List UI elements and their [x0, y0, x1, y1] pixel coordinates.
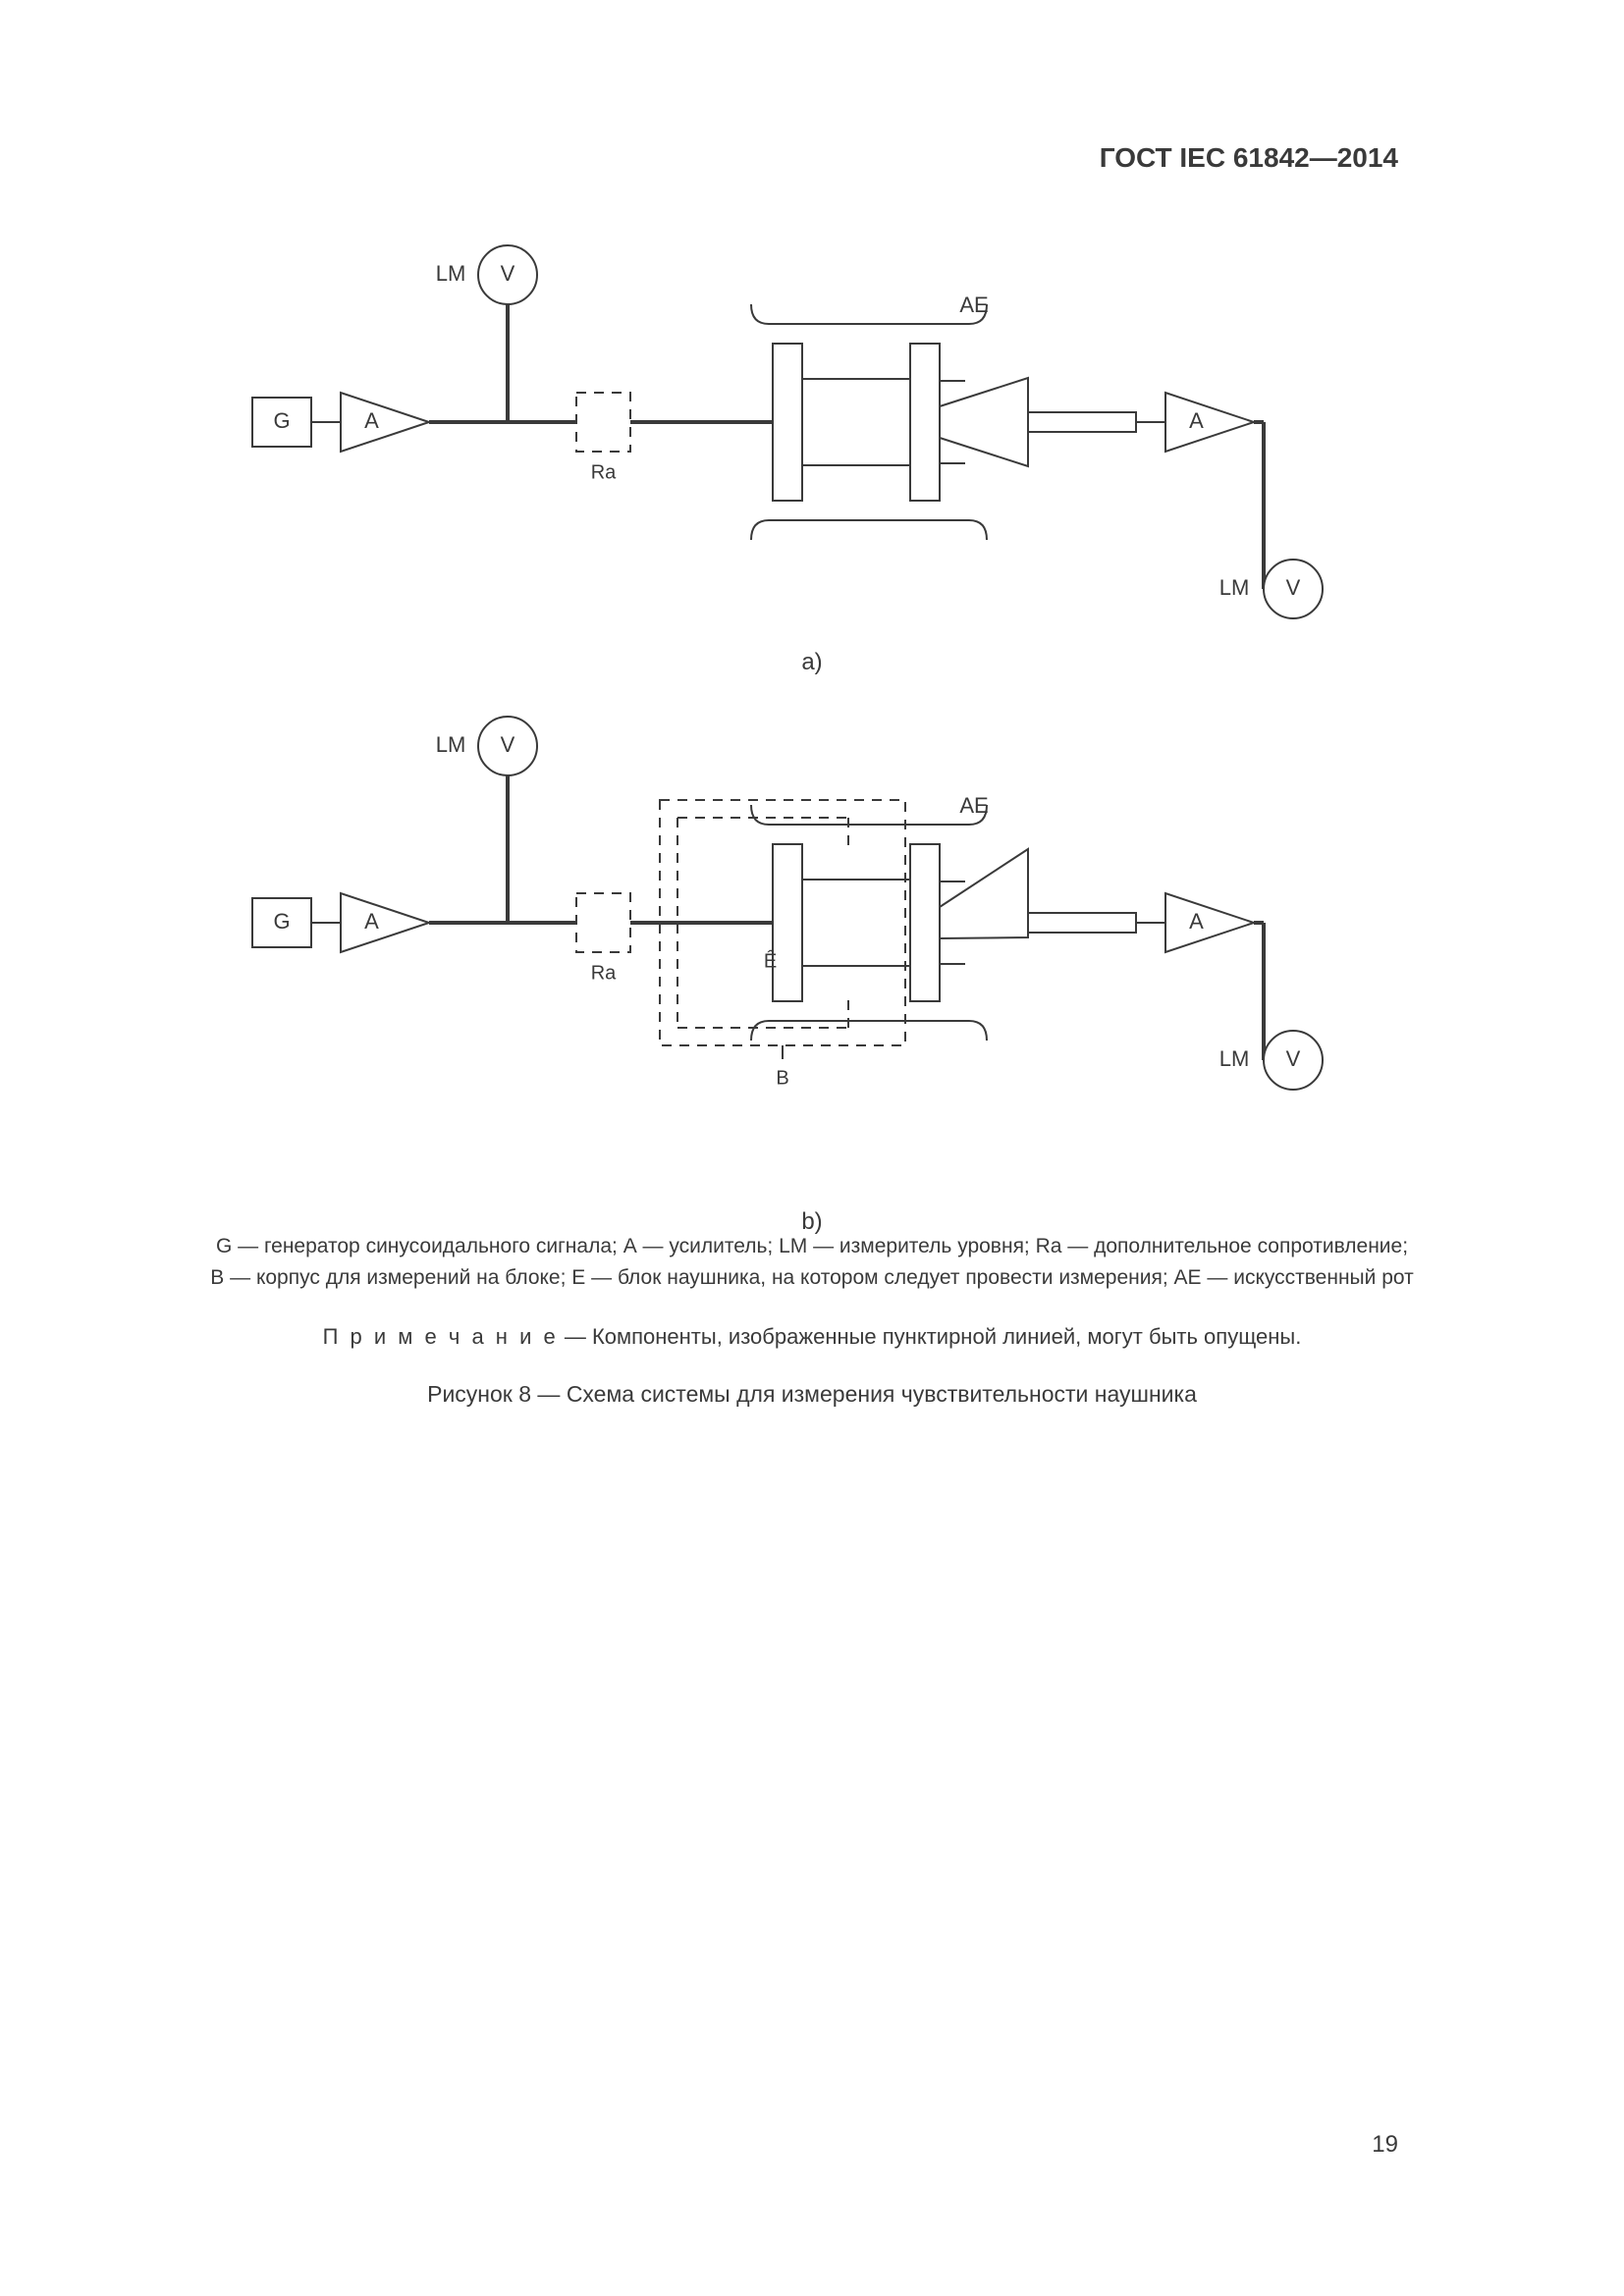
svg-text:V: V	[501, 261, 515, 286]
figure-a-container: G A V LM Ra AE A V LM a)	[0, 216, 1624, 676]
svg-text:Ra: Ra	[591, 461, 617, 483]
diagram-a: G A V LM Ra AE A V LM	[223, 216, 1401, 638]
svg-text:A: A	[1189, 909, 1204, 934]
svg-text:B: B	[776, 1067, 788, 1089]
legend-block: G — генератор синусоидального сигнала; А…	[0, 1232, 1624, 1411]
svg-text:G: G	[273, 408, 290, 433]
svg-text:AE: AE	[959, 293, 988, 317]
svg-text:V: V	[501, 732, 515, 757]
svg-text:Ra: Ra	[591, 962, 617, 984]
svg-text:A: A	[364, 909, 379, 934]
note-line: П р и м е ч а н и е — Компоненты, изобра…	[0, 1321, 1624, 1353]
note-prefix: П р и м е ч а н и е	[323, 1324, 559, 1349]
svg-text:A: A	[364, 408, 379, 433]
page-header: ГОСТ IEC 61842—2014	[1100, 142, 1398, 174]
figure-a-caption: a)	[0, 649, 1624, 676]
svg-text:LM: LM	[1219, 575, 1250, 600]
legend-line-2: В — корпус для измерений на блоке; Е — б…	[0, 1263, 1624, 1293]
page-number: 19	[1372, 2131, 1398, 2159]
svg-text:LM: LM	[436, 732, 466, 757]
diagram-b: G A V LM Ra AE A V LM B Ê	[223, 687, 1401, 1198]
legend-line-1: G — генератор синусоидального сигнала; А…	[0, 1232, 1624, 1261]
svg-text:LM: LM	[1219, 1046, 1250, 1071]
figure-caption: Рисунок 8 — Схема системы для измерения …	[0, 1378, 1624, 1411]
svg-text:LM: LM	[436, 261, 466, 286]
svg-text:AE: AE	[959, 793, 988, 818]
svg-text:V: V	[1286, 1046, 1301, 1071]
svg-text:Ê: Ê	[764, 949, 777, 972]
figure-b-container: GAVLMRaAEAVLMBÊ b)	[0, 687, 1624, 1236]
note-text: Компоненты, изображенные пунктирной лини…	[592, 1324, 1301, 1349]
svg-text:G: G	[273, 909, 290, 934]
svg-text:A: A	[1189, 408, 1204, 433]
note-sep: —	[559, 1324, 592, 1349]
svg-text:V: V	[1286, 575, 1301, 600]
